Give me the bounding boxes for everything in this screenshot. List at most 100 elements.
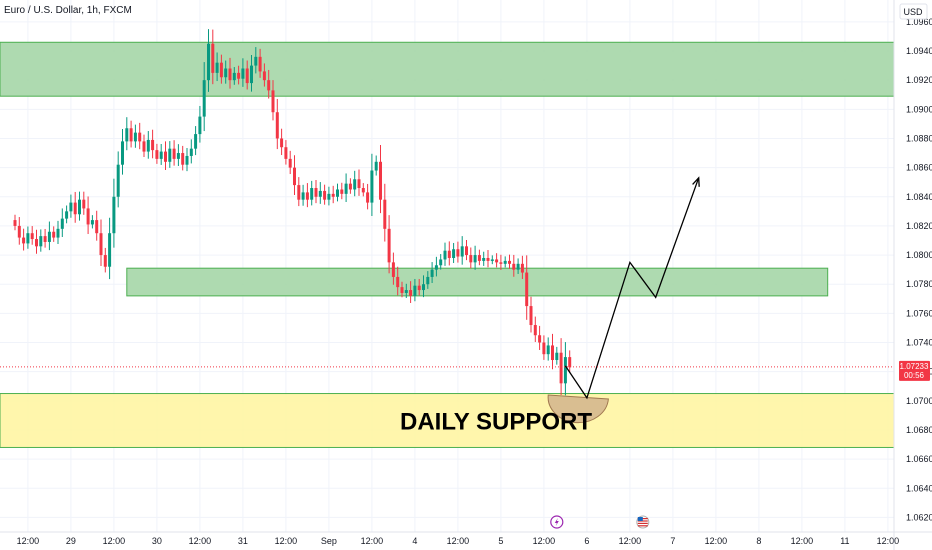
candle-body [43, 236, 47, 242]
candle-body [245, 68, 249, 84]
x-tick-label: 30 [152, 536, 162, 546]
candle-body [30, 233, 34, 240]
candle-body [176, 153, 180, 159]
currency-label: USD [903, 7, 923, 17]
candle-body [370, 170, 374, 203]
candle-body [39, 236, 43, 247]
candle-body [155, 150, 159, 159]
flag-stripe [637, 522, 648, 524]
candle-body [112, 196, 116, 234]
candle-body [121, 141, 124, 165]
lightning-icon [550, 515, 564, 529]
candle-body [400, 287, 404, 293]
x-tick-label: 12:00 [103, 536, 126, 546]
y-tick-label: 1.07000 [906, 396, 932, 406]
candle-body [538, 335, 542, 343]
candle-body [65, 211, 69, 219]
candle-body [348, 183, 352, 190]
candle-body [202, 80, 206, 117]
candle-body [168, 148, 172, 162]
candle-body [60, 218, 64, 229]
candle-body [78, 199, 81, 215]
candle-body [52, 231, 56, 238]
candle-body [391, 262, 395, 277]
y-tick-label: 1.07800 [906, 279, 932, 289]
candle-body [271, 90, 275, 113]
candle-body [331, 193, 335, 197]
x-tick-label: 12:00 [619, 536, 642, 546]
candle-body [250, 65, 253, 84]
candle-body [159, 151, 163, 159]
candle-body [383, 199, 387, 229]
drawings: DAILY SUPPORT [400, 176, 700, 529]
zones [0, 41, 895, 448]
candle-body [460, 246, 464, 257]
candle-body [486, 257, 490, 261]
candle-body [512, 263, 516, 270]
candle-body [17, 225, 21, 238]
x-tick-label: Sep [321, 536, 337, 546]
candle-body [194, 134, 198, 149]
candle-body [482, 257, 486, 261]
candle-body [417, 285, 421, 291]
x-tick-label: 12:00 [17, 536, 40, 546]
candle-body [125, 128, 129, 142]
candle-body [108, 233, 112, 267]
candle-body [409, 290, 413, 296]
x-tick-label: 12:00 [447, 536, 470, 546]
candle-body [305, 192, 309, 200]
candle-body [559, 352, 563, 384]
candle-body [275, 112, 279, 139]
candle-body [546, 345, 550, 355]
candle-body [142, 141, 146, 152]
candle-body [353, 179, 357, 190]
x-tick-label: 12:00 [189, 536, 212, 546]
candle-body [465, 246, 468, 256]
candle-body [185, 155, 189, 165]
candle-body [327, 193, 331, 200]
candle-body [73, 202, 77, 215]
candle-body [267, 80, 271, 91]
candle-body [237, 72, 241, 79]
x-tick-label: 8 [756, 536, 761, 546]
candle-body [374, 161, 378, 171]
y-tick-label: 1.08800 [906, 133, 932, 143]
candle-body [116, 164, 120, 197]
candle-body [525, 272, 529, 307]
symbol-title: Euro / U.S. Dollar, 1h, FXCM [4, 5, 132, 16]
candle-body [361, 188, 365, 193]
candle-body [95, 220, 99, 234]
candle-body [47, 231, 51, 242]
candle-body [563, 357, 567, 384]
y-tick-label: 1.06200 [906, 512, 932, 522]
candle-body [35, 239, 38, 247]
x-axis[interactable]: 12:00 29 12:00 30 12:00 31 12:00 Sep 12:00 4 12:00… [17, 536, 900, 546]
y-axis[interactable]: 1.09600 1.09400 1.09200 1.09000 1.08800 1.086… [906, 17, 932, 523]
y-tick-label: 1.09200 [906, 75, 932, 85]
y-tick-label: 1.07400 [906, 338, 932, 348]
y-tick-label: 1.07600 [906, 308, 932, 318]
last-price-countdown: 00:56 [904, 371, 925, 380]
lightning-icon-bolt [554, 518, 559, 526]
x-tick-label: 7 [670, 536, 675, 546]
candle-body [336, 189, 339, 197]
zone-supply [0, 41, 895, 97]
candle-body [551, 345, 554, 361]
candle-body [211, 43, 215, 73]
currency-button[interactable]: USD [899, 3, 928, 20]
candle-body [215, 62, 219, 73]
projection-arrowhead [692, 176, 700, 187]
candle-body [490, 259, 494, 261]
candle-body [413, 285, 417, 296]
y-tick-label: 1.06400 [906, 483, 932, 493]
candle-body [314, 188, 318, 197]
candle-body [82, 199, 86, 209]
candle-body [310, 188, 314, 200]
candle-body [473, 255, 477, 263]
candle-body [469, 255, 473, 263]
candle-body [443, 250, 447, 260]
x-tick-label: 5 [498, 536, 503, 546]
candle-body [447, 250, 451, 258]
candle-body [533, 325, 537, 336]
